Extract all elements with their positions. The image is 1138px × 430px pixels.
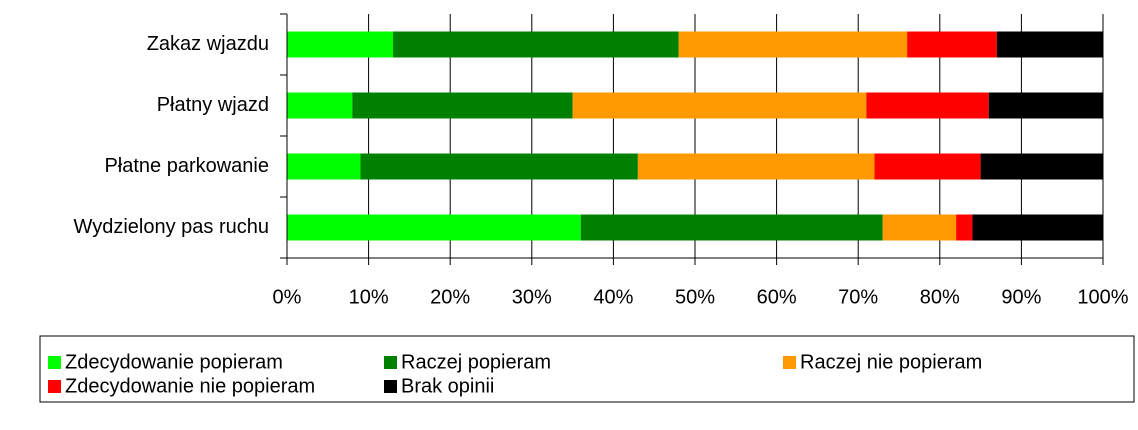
bar-segment [988, 92, 1103, 119]
legend-swatch [783, 356, 796, 369]
bar-segment [972, 214, 1103, 241]
legend-box [39, 335, 1135, 403]
bar-segment [980, 153, 1103, 180]
y-tick-label: Płatne parkowanie [104, 155, 269, 177]
legend-label: Zdecydowanie nie popieram [65, 375, 315, 397]
bar-segment [580, 214, 883, 241]
legend-label: Raczej popieram [401, 351, 551, 373]
bar-segment [996, 31, 1103, 58]
bar-segment [956, 214, 973, 241]
legend-swatch [384, 380, 397, 393]
legend-label: Zdecydowanie popieram [65, 351, 283, 373]
legend-label: Brak opinii [401, 375, 494, 397]
bar-segment [874, 153, 981, 180]
x-tick-label: 10% [349, 286, 389, 308]
legend-swatch [48, 356, 61, 369]
x-tick-label: 40% [593, 286, 633, 308]
bar-segment [572, 92, 867, 119]
bar-segment [287, 153, 361, 180]
bar-segment [287, 214, 581, 241]
y-tick-label: Płatny wjazd [157, 94, 269, 116]
legend-swatch [384, 356, 397, 369]
bar-segment [637, 153, 875, 180]
x-tick-label: 50% [675, 286, 715, 308]
y-tick-label: Zakaz wjazdu [147, 33, 269, 55]
x-tick-label: 90% [1001, 286, 1041, 308]
y-tick-label: Wydzielony pas ruchu [74, 216, 269, 238]
bar-segment [866, 92, 989, 119]
bar-segment [360, 153, 638, 180]
x-tick-label: 100% [1077, 286, 1128, 308]
bar-segment [287, 92, 353, 119]
bar-segment [907, 31, 997, 58]
bar-segment [352, 92, 573, 119]
x-tick-label: 20% [430, 286, 470, 308]
x-tick-label: 60% [757, 286, 797, 308]
legend-label: Raczej nie popieram [800, 351, 982, 373]
bar-segment [882, 214, 957, 241]
x-tick-label: 70% [838, 286, 878, 308]
bar-segment [393, 31, 679, 58]
bar-segment [287, 31, 394, 58]
x-tick-label: 80% [920, 286, 960, 308]
bar-segment [678, 31, 908, 58]
x-tick-label: 30% [512, 286, 552, 308]
x-tick-label: 0% [273, 286, 302, 308]
legend-swatch [48, 380, 61, 393]
